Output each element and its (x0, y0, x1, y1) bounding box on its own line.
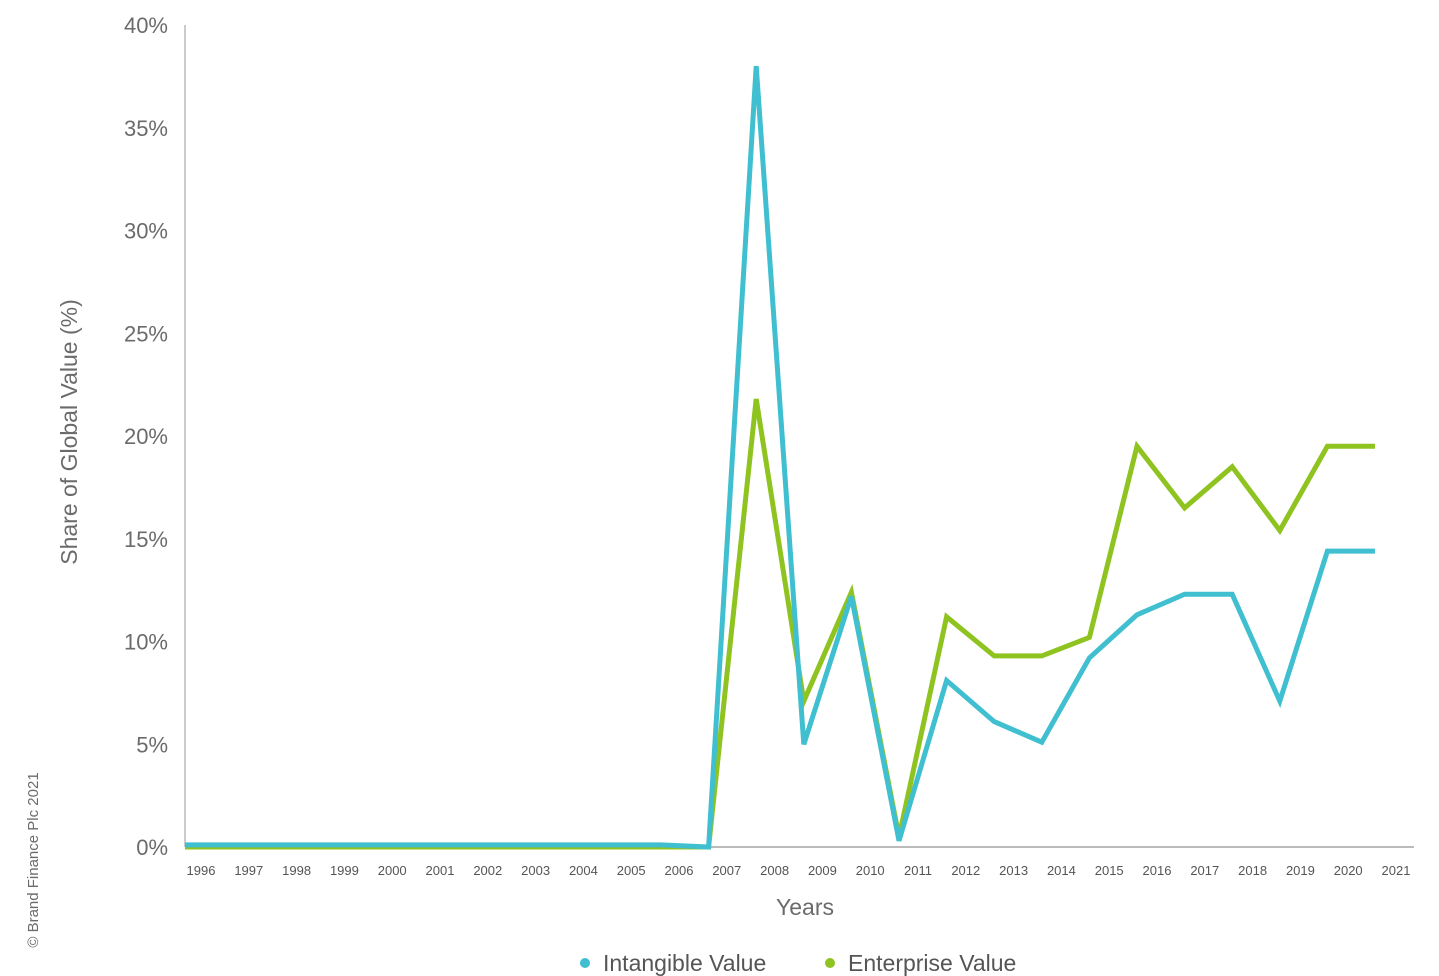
x-tick-label: 2006 (665, 863, 694, 878)
copyright-notice: © Brand Finance Plc 2021 (25, 772, 42, 947)
y-axis-title: Share of Global Value (%) (56, 299, 82, 565)
x-tick-label: 2001 (426, 863, 455, 878)
x-tick-label: 2013 (999, 863, 1028, 878)
y-tick-label: 40% (124, 13, 168, 38)
x-tick-label: 2009 (808, 863, 837, 878)
x-tick-label: 2003 (521, 863, 550, 878)
legend-marker-intangible-value (580, 958, 590, 968)
x-tick-label: 2020 (1334, 863, 1363, 878)
legend-label-intangible-value: Intangible Value (603, 950, 766, 976)
x-tick-label: 2011 (904, 863, 932, 878)
x-tick-label: 1996 (187, 863, 216, 878)
x-tick-label: 2019 (1286, 863, 1315, 878)
legend-marker-enterprise-value (825, 958, 835, 968)
x-tick-label: 2004 (569, 863, 598, 878)
y-tick-label: 5% (136, 732, 168, 757)
y-tick-label: 25% (124, 321, 168, 346)
y-tick-label: 0% (136, 835, 168, 860)
x-tick-label: 2005 (617, 863, 646, 878)
x-tick-label: 2000 (378, 863, 407, 878)
x-tick-label: 1997 (234, 863, 263, 878)
y-tick-label: 30% (124, 219, 168, 244)
x-tick-label: 2002 (473, 863, 502, 878)
x-axis-title: Years (776, 894, 834, 920)
x-tick-label: 2014 (1047, 863, 1076, 878)
y-tick-label: 10% (124, 630, 168, 655)
y-tick-label: 15% (124, 527, 168, 552)
x-tick-label: 2016 (1143, 863, 1172, 878)
legend-label-enterprise-value: Enterprise Value (848, 950, 1016, 976)
legend: Intangible Value Enterprise Value (580, 950, 1016, 976)
series-line-intangible-value (185, 65, 1375, 850)
x-tick-label: 2021 (1382, 863, 1411, 878)
series-lines (185, 65, 1375, 850)
x-tick-label: 1998 (282, 863, 311, 878)
x-tick-label: 2012 (951, 863, 980, 878)
x-tick-label: 2008 (760, 863, 789, 878)
y-tick-label: 20% (124, 424, 168, 449)
series-line-enterprise-value (185, 398, 1375, 850)
x-tick-label: 2015 (1095, 863, 1124, 878)
x-tick-label: 2017 (1190, 863, 1219, 878)
x-axis-ticks: 1996 1997 1998 1999 2000 2001 2002 2003 2004 2005… (187, 863, 1411, 878)
y-tick-label: 35% (124, 116, 168, 141)
x-tick-label: 2010 (856, 863, 885, 878)
x-tick-label: 2018 (1238, 863, 1267, 878)
x-tick-label: 1999 (330, 863, 359, 878)
y-axis-ticks: 0% 5% 10% 15% 20% 25% 30% 35% 40% (124, 13, 168, 860)
x-tick-label: 2007 (712, 863, 741, 878)
